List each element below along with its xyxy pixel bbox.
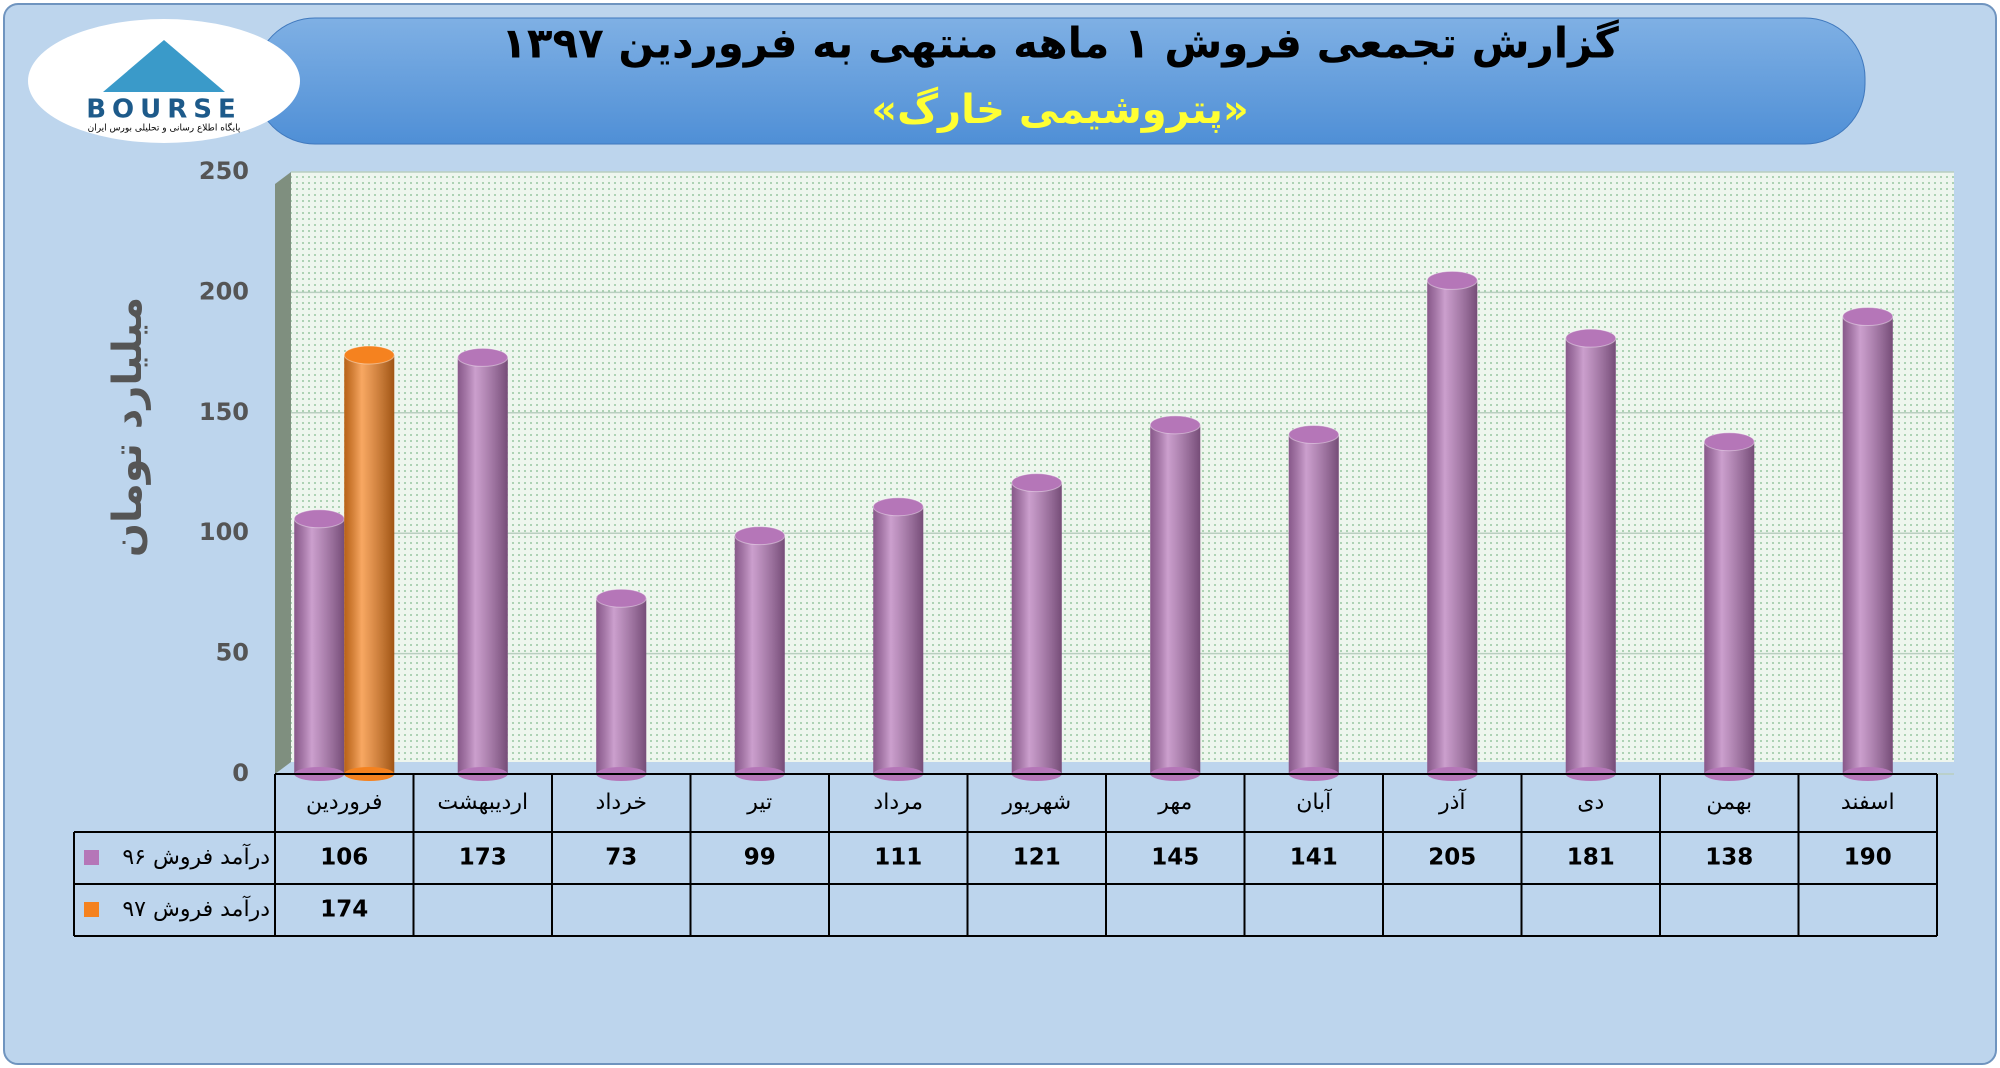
chart-title: گزارش تجمعی فروش ۱ ماهه منتهی به فروردین… bbox=[501, 19, 1619, 69]
x-tick-label: دی bbox=[1577, 790, 1604, 815]
y-tick-label: 150 bbox=[199, 398, 249, 426]
bar-shade bbox=[596, 598, 647, 774]
x-tick-label: اردیبهشت bbox=[437, 790, 528, 815]
bar-top bbox=[1288, 424, 1340, 444]
legend-label: درآمد فروش ۹۷ bbox=[122, 895, 270, 922]
bar-top bbox=[872, 497, 924, 517]
bar-top bbox=[1703, 432, 1755, 452]
logo-icon bbox=[103, 40, 225, 92]
bar-shade bbox=[873, 506, 924, 774]
table-value: 106 bbox=[320, 845, 368, 871]
bar-shade bbox=[294, 518, 345, 774]
x-tick-label: شهریور bbox=[1001, 790, 1071, 815]
table-value: 99 bbox=[744, 845, 776, 871]
y-tick-label: 50 bbox=[216, 639, 249, 667]
bar-shade bbox=[1011, 482, 1062, 774]
bar-top bbox=[1011, 473, 1063, 493]
x-tick-label: اسفند bbox=[1841, 790, 1895, 815]
x-tick-label: تیر bbox=[746, 790, 772, 815]
logo-caption: پایگاه اطلاع رسانی و تحلیلی بورس ایران bbox=[88, 122, 241, 134]
table-value: 205 bbox=[1428, 845, 1476, 871]
table-value: 141 bbox=[1290, 845, 1338, 871]
bar-shade bbox=[1427, 280, 1478, 774]
x-tick-label: مهر bbox=[1157, 790, 1192, 815]
bar-shade bbox=[344, 355, 395, 774]
bar-top bbox=[1426, 270, 1478, 290]
table-value: 174 bbox=[320, 897, 368, 923]
y-axis-label: میلیارد تومان bbox=[105, 297, 151, 557]
bar-top bbox=[457, 347, 509, 367]
bar-top bbox=[1149, 415, 1201, 435]
x-tick-label: مرداد bbox=[873, 790, 923, 815]
bar-shade bbox=[1150, 424, 1201, 774]
x-tick-label: بهمن bbox=[1706, 790, 1752, 815]
y-tick-label: 100 bbox=[199, 518, 249, 546]
x-tick-label: خرداد bbox=[596, 790, 647, 815]
table-value: 181 bbox=[1567, 845, 1615, 871]
legend-marker bbox=[84, 850, 99, 865]
table-value: 111 bbox=[874, 845, 922, 871]
bar-shade bbox=[457, 357, 508, 774]
bar-top bbox=[1565, 328, 1617, 348]
legend-label: درآمد فروش ۹۶ bbox=[122, 843, 270, 870]
bar-shade bbox=[1565, 338, 1616, 774]
y-tick-label: 200 bbox=[199, 277, 249, 305]
logo-text: BOURSE bbox=[86, 95, 242, 125]
table-value: 145 bbox=[1151, 845, 1199, 871]
bar-shade bbox=[1842, 316, 1893, 774]
plot-area bbox=[291, 172, 1954, 762]
y-tick-label: 0 bbox=[232, 759, 249, 787]
x-tick-label: آبان bbox=[1296, 788, 1332, 815]
x-tick-label: فروردین bbox=[306, 790, 383, 815]
bar-top bbox=[734, 526, 786, 546]
bar-top bbox=[1842, 306, 1894, 326]
bar-top bbox=[293, 509, 345, 529]
x-tick-label: آذر bbox=[1438, 788, 1466, 815]
table-value: 73 bbox=[605, 845, 637, 871]
legend-marker bbox=[84, 902, 99, 917]
bar-shade bbox=[1288, 434, 1339, 774]
table-value: 121 bbox=[1013, 845, 1061, 871]
bar-top bbox=[595, 588, 647, 608]
table-value: 138 bbox=[1705, 845, 1753, 871]
bar-top bbox=[343, 345, 395, 365]
bar-shade bbox=[734, 535, 785, 774]
y-tick-label: 250 bbox=[199, 157, 249, 185]
chart-subtitle: «پتروشیمی خارگ» bbox=[871, 87, 1249, 133]
plot-wall bbox=[275, 172, 291, 774]
table-value: 173 bbox=[459, 845, 507, 871]
table-value: 190 bbox=[1844, 845, 1892, 871]
bar-shade bbox=[1704, 441, 1755, 774]
